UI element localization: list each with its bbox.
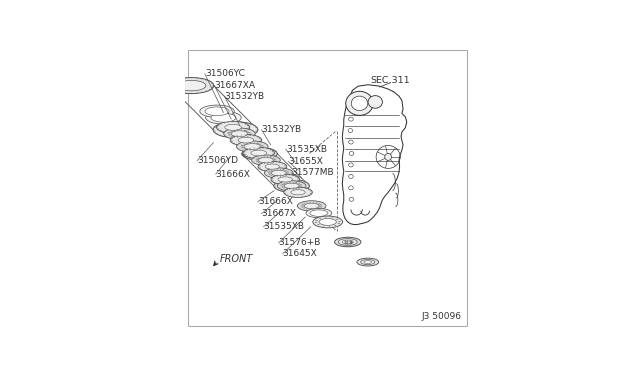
Ellipse shape	[213, 122, 258, 138]
Ellipse shape	[237, 141, 268, 152]
Ellipse shape	[349, 151, 354, 155]
Ellipse shape	[216, 121, 250, 133]
Ellipse shape	[259, 157, 273, 163]
Ellipse shape	[348, 129, 353, 132]
Ellipse shape	[211, 113, 236, 122]
Ellipse shape	[243, 147, 275, 158]
Text: 31532YB: 31532YB	[262, 125, 301, 134]
Ellipse shape	[306, 208, 332, 218]
Text: 31645X: 31645X	[283, 249, 317, 258]
Ellipse shape	[304, 203, 319, 209]
Ellipse shape	[319, 218, 336, 225]
Ellipse shape	[339, 238, 357, 246]
Ellipse shape	[230, 134, 262, 146]
Ellipse shape	[231, 131, 248, 137]
Ellipse shape	[258, 161, 287, 172]
Ellipse shape	[291, 190, 305, 195]
Ellipse shape	[349, 186, 353, 190]
Text: 31577MB: 31577MB	[291, 169, 334, 177]
Ellipse shape	[310, 210, 328, 217]
Text: J3 50096: J3 50096	[421, 312, 461, 321]
Ellipse shape	[251, 150, 267, 156]
Ellipse shape	[278, 177, 292, 182]
Ellipse shape	[284, 187, 312, 198]
Ellipse shape	[349, 163, 353, 167]
Ellipse shape	[361, 260, 375, 264]
Text: 31535XB: 31535XB	[264, 222, 305, 231]
Text: 31535XB: 31535XB	[286, 145, 327, 154]
Ellipse shape	[265, 164, 280, 169]
Ellipse shape	[349, 174, 353, 179]
Ellipse shape	[242, 147, 277, 160]
Ellipse shape	[205, 107, 229, 116]
Text: 31506YC: 31506YC	[205, 69, 244, 78]
Ellipse shape	[221, 125, 250, 135]
Ellipse shape	[364, 261, 372, 263]
Ellipse shape	[385, 154, 392, 160]
Ellipse shape	[357, 258, 379, 266]
Ellipse shape	[264, 168, 293, 178]
Ellipse shape	[277, 181, 306, 191]
Text: 31667XA: 31667XA	[214, 81, 255, 90]
Ellipse shape	[271, 174, 300, 185]
Ellipse shape	[244, 144, 260, 150]
Text: 31655X: 31655X	[289, 157, 323, 166]
Ellipse shape	[346, 92, 373, 115]
Ellipse shape	[177, 80, 206, 91]
Text: 31667X: 31667X	[262, 209, 296, 218]
Ellipse shape	[249, 150, 270, 158]
Ellipse shape	[200, 105, 234, 118]
Ellipse shape	[351, 96, 368, 110]
Ellipse shape	[284, 183, 299, 189]
Ellipse shape	[349, 197, 354, 201]
Text: 31666X: 31666X	[216, 170, 251, 179]
Text: 31532YB: 31532YB	[224, 92, 264, 101]
Ellipse shape	[313, 216, 342, 228]
Ellipse shape	[274, 179, 309, 192]
Ellipse shape	[281, 182, 302, 190]
Ellipse shape	[169, 77, 214, 94]
Ellipse shape	[225, 124, 241, 130]
Text: FRONT: FRONT	[220, 254, 253, 264]
Ellipse shape	[252, 155, 280, 165]
Ellipse shape	[224, 128, 255, 140]
Text: 31666X: 31666X	[258, 197, 292, 206]
Ellipse shape	[298, 201, 326, 211]
Ellipse shape	[342, 240, 353, 244]
Ellipse shape	[349, 117, 353, 121]
Ellipse shape	[335, 237, 361, 247]
Ellipse shape	[238, 137, 254, 143]
Text: SEC.311: SEC.311	[371, 76, 410, 85]
Ellipse shape	[368, 96, 383, 108]
Text: 31576+B: 31576+B	[279, 238, 321, 247]
Text: 31506YD: 31506YD	[197, 156, 238, 165]
Ellipse shape	[205, 111, 241, 124]
Ellipse shape	[349, 140, 353, 144]
Ellipse shape	[271, 170, 286, 176]
